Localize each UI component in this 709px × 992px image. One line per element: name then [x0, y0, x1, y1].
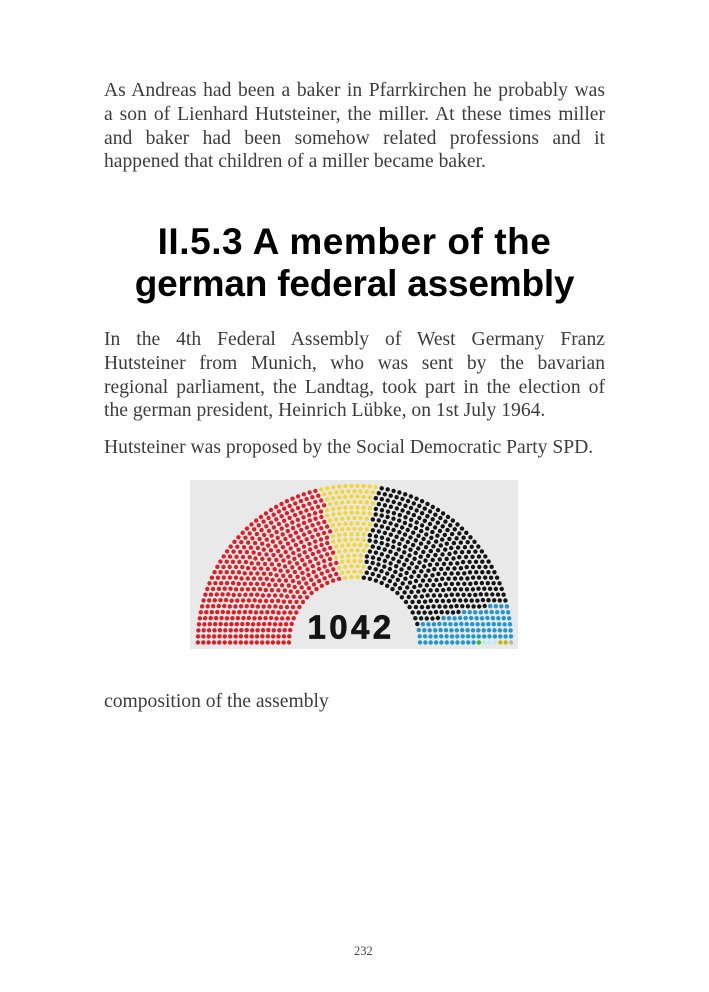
- svg-text:1042: 1042: [307, 609, 394, 646]
